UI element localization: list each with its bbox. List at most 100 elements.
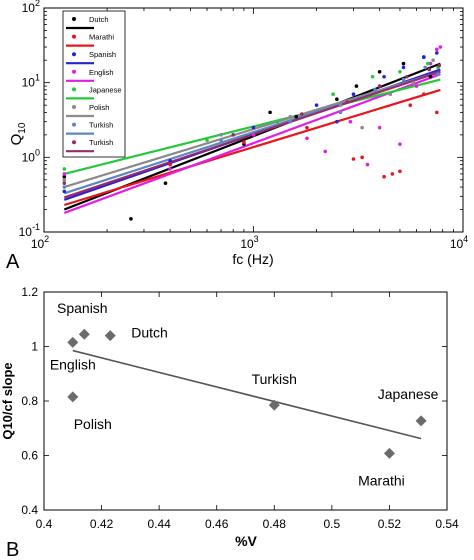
panel-a-y-tick-labels: 10-1 100 101 102 <box>19 0 40 239</box>
y-tick-label: 0.6 <box>21 449 38 463</box>
data-point <box>351 92 356 97</box>
data-point <box>382 174 386 179</box>
data-point <box>398 69 402 74</box>
data-point <box>401 77 406 82</box>
point-label: Polish <box>74 416 112 432</box>
x-tick-label: 0.4 <box>36 517 53 531</box>
legend-label: English <box>89 68 114 77</box>
x-tick-label: 104 <box>450 234 468 251</box>
data-point <box>411 80 416 85</box>
y-tick-label: 0.8 <box>21 394 38 408</box>
x-tick-label: 0.46 <box>205 517 229 531</box>
data-point <box>348 119 353 124</box>
data-point <box>231 133 235 137</box>
data-point <box>426 61 430 66</box>
legend-marker <box>72 105 76 109</box>
panel-b-regression-line <box>72 349 422 440</box>
legend-label: Turkish <box>89 121 113 130</box>
panel-b-points <box>67 328 427 459</box>
panel-b-point-labels: English Spanish Dutch Polish Turkish Marathi J… <box>50 300 439 488</box>
data-point <box>401 65 406 70</box>
data-point <box>62 185 67 189</box>
data-point <box>62 167 67 171</box>
data-point <box>408 103 413 107</box>
data-point <box>242 140 246 144</box>
y-tick-label: 1 <box>31 340 38 354</box>
data-point <box>398 169 402 174</box>
y-tick-label: 102 <box>22 0 40 15</box>
data-point <box>62 178 67 182</box>
legend-marker <box>72 140 76 145</box>
x-tick-label: 0.42 <box>90 517 114 531</box>
panel-b-letter: B <box>6 539 19 560</box>
panel-b-x-axis-label: %V <box>235 533 257 549</box>
legend-label: Japanese <box>89 85 122 94</box>
data-point <box>401 61 406 66</box>
panel-b-x-tick-labels: 0.4 0.42 0.44 0.46 0.48 0.5 0.52 0.54 <box>36 517 459 531</box>
y-tick-label: 10-1 <box>19 222 40 239</box>
diamond-marker <box>78 328 90 340</box>
data-point <box>305 136 309 141</box>
data-point <box>360 155 364 160</box>
panel-b-ticks <box>43 291 448 511</box>
data-point <box>370 74 375 79</box>
panel-b-y-tick-labels: 0.4 0.6 0.8 1 1.2 <box>21 285 38 517</box>
data-point <box>62 181 67 186</box>
x-tick-label: 0.54 <box>435 517 459 531</box>
data-point <box>351 157 356 161</box>
legend-marker <box>72 17 76 21</box>
legend-marker <box>72 122 76 127</box>
panel-a-y-label-main: Q <box>8 134 25 146</box>
panel-a-x-tick-labels: 102 103 104 <box>31 234 468 251</box>
data-point <box>294 114 299 119</box>
data-point <box>382 74 386 79</box>
diamond-marker <box>415 415 427 427</box>
data-point <box>422 92 426 97</box>
data-point <box>288 119 293 124</box>
data-point <box>435 47 439 52</box>
data-point <box>288 114 293 119</box>
data-point <box>377 84 382 88</box>
legend-marker <box>72 52 76 57</box>
data-point <box>435 110 439 115</box>
panel-b-chart: 0.4 0.42 0.44 0.46 0.48 0.5 0.52 0.54 0.4 0.6 0.8… <box>0 285 459 560</box>
data-point <box>62 172 67 176</box>
data-point <box>388 92 393 97</box>
point-label: Spanish <box>57 300 108 316</box>
point-label: English <box>50 356 96 372</box>
data-point <box>377 125 382 130</box>
point-label: Japanese <box>378 386 439 402</box>
y-tick-label: 101 <box>22 73 40 90</box>
legend-marker <box>72 34 76 39</box>
x-tick-label: 0.5 <box>324 517 341 531</box>
point-label: Marathi <box>358 472 405 488</box>
legend-label: Dutch <box>89 15 109 24</box>
diamond-marker <box>67 336 79 348</box>
data-point <box>428 61 433 66</box>
panel-a-points <box>62 45 443 221</box>
data-point <box>428 74 433 79</box>
data-point <box>168 162 172 167</box>
legend-label: Spanish <box>89 50 116 59</box>
data-point <box>436 72 440 76</box>
data-point <box>438 45 443 49</box>
data-point <box>398 142 402 146</box>
data-point <box>360 125 364 130</box>
data-point <box>251 133 256 137</box>
data-point <box>163 181 168 186</box>
data-point <box>354 84 359 88</box>
panel-a-x-axis-label: fc (Hz) <box>232 251 273 267</box>
fit-line <box>63 88 441 207</box>
data-point <box>305 125 309 130</box>
diamond-marker <box>383 447 395 459</box>
data-point <box>168 158 172 163</box>
diamond-marker <box>67 391 79 403</box>
x-tick-label: 103 <box>240 234 258 251</box>
panel-b-y-axis-label: Q10/cf slope <box>0 362 15 439</box>
data-point <box>323 149 328 154</box>
panel-a-chart: 102 103 104 10-1 100 101 102 fc (Hz) Q10 Dutc… <box>6 0 468 273</box>
data-point <box>373 88 377 92</box>
data-point <box>299 112 304 116</box>
x-tick-label: 0.44 <box>147 517 171 531</box>
